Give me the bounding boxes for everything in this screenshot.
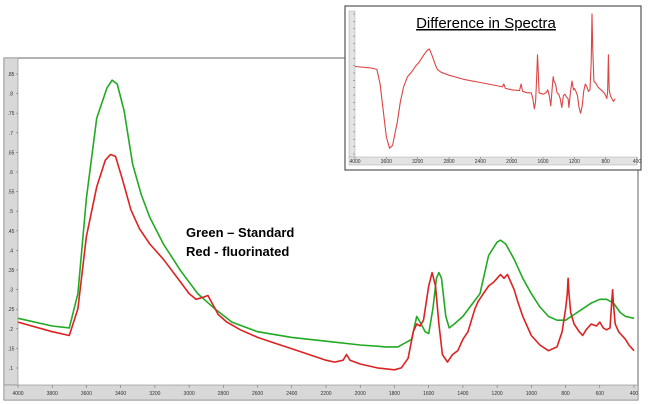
y-tick-label: .6	[9, 170, 13, 176]
inset-y-axis-bar	[348, 10, 356, 158]
y-tick-label: .35	[8, 268, 15, 274]
x-tick-label: 2200	[320, 391, 331, 397]
main-series-lines	[17, 79, 635, 371]
y-tick-label: .85	[8, 72, 15, 78]
y-tick-label: .2	[9, 327, 13, 333]
legend-standard: Green – Standard	[186, 225, 294, 240]
y-tick-label: .25	[8, 307, 15, 313]
x-tick-label: 1400	[457, 391, 468, 397]
series-line-0	[17, 79, 635, 348]
x-tick-label: 2000	[506, 159, 517, 165]
x-tick-label: 3400	[115, 391, 126, 397]
main-y-axis-bar	[3, 57, 19, 386]
inset-x-axis-bar	[348, 156, 638, 166]
x-tick-label: 2800	[218, 391, 229, 397]
x-tick-label: 2000	[355, 391, 366, 397]
y-tick-label: .55	[8, 190, 15, 196]
main-x-axis-bar	[3, 384, 639, 401]
series-line-1	[17, 153, 635, 371]
inset-y-tick-labels	[353, 13, 355, 155]
series-line-0	[354, 13, 616, 149]
x-tick-label: 2400	[286, 391, 297, 397]
x-tick-label: 400	[630, 391, 639, 397]
x-tick-label: 3800	[47, 391, 58, 397]
x-tick-label: 2400	[475, 159, 486, 165]
x-tick-label: 1200	[492, 391, 503, 397]
y-tick-label: .5	[9, 209, 13, 215]
x-tick-label: 3200	[149, 391, 160, 397]
x-tick-label: 2800	[443, 159, 454, 165]
y-tick-label: .8	[9, 92, 13, 98]
x-tick-label: 1600	[423, 391, 434, 397]
x-tick-label: 2600	[252, 391, 263, 397]
inset-chart: 4000 3600 3200 2800 2400 2000 1600 1200 800 400 D…	[344, 5, 642, 171]
y-tick-label: .65	[8, 150, 15, 156]
x-tick-label: 3000	[184, 391, 195, 397]
inset-x-tick-labels: 4000 3600 3200 2800 2400 2000 1600 1200 800 400	[349, 157, 641, 165]
x-tick-label: 1000	[526, 391, 537, 397]
x-tick-label: 800	[561, 391, 570, 397]
x-tick-label: 3600	[381, 159, 392, 165]
x-tick-label: 1200	[569, 159, 580, 165]
y-tick-label: .15	[8, 346, 15, 352]
main-x-tick-labels: 4000 3800 3600 3400 3200 3000 2800 2600 2400 2200…	[12, 385, 638, 397]
x-tick-label: 1800	[389, 391, 400, 397]
x-tick-label: 4000	[12, 391, 23, 397]
x-tick-label: 600	[596, 391, 605, 397]
x-tick-label: 800	[601, 159, 610, 165]
x-tick-label: 3200	[412, 159, 423, 165]
inset-title: Difference in Spectra	[416, 15, 556, 32]
main-y-tick-labels: .85 .8 .75 .7 .65 .6 .55 .5 .45 .4 .35 .3 .25 .2 .15 .1	[8, 72, 18, 372]
x-tick-label: 400	[633, 159, 642, 165]
y-tick-label: .3	[9, 288, 13, 294]
x-tick-label: 1600	[537, 159, 548, 165]
x-tick-label: 3600	[81, 391, 92, 397]
y-tick-label: .4	[9, 248, 13, 254]
y-tick-label: .45	[8, 229, 15, 235]
inset-series-lines	[354, 13, 616, 149]
y-tick-label: .1	[9, 366, 13, 372]
legend-fluorinated: Red - fluorinated	[186, 244, 289, 259]
y-tick-label: .7	[9, 131, 13, 137]
y-tick-label: .75	[8, 111, 15, 117]
x-tick-label: 4000	[349, 159, 360, 165]
